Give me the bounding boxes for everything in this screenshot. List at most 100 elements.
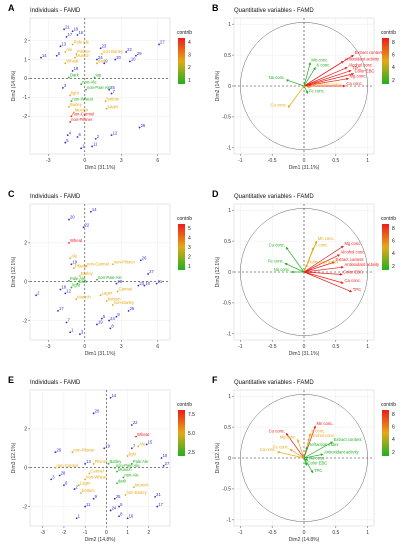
data-point: [116, 470, 118, 473]
data-point-label: 20: [70, 215, 75, 220]
data-point: [68, 76, 70, 79]
x-tick-label: 0: [83, 158, 86, 164]
data-point-label: 28: [61, 471, 66, 476]
data-point: [64, 141, 67, 144]
data-point: [68, 279, 70, 282]
panel-letter: D: [212, 189, 219, 199]
data-point: [80, 492, 82, 494]
panel-title: Individuals - FAMD: [30, 380, 81, 386]
data-point-label: 12: [113, 130, 118, 135]
x-tick-label: 6: [156, 344, 159, 350]
data-point: [125, 51, 128, 53]
data-point-label: 19: [105, 443, 110, 448]
variable-arrow: [285, 246, 305, 273]
data-point-label: 10: [145, 281, 150, 286]
data-point: [85, 88, 87, 91]
data-point-label: 21: [156, 492, 161, 497]
y-tick-label: -1: [227, 146, 232, 152]
variable-label: Antioxidant activity: [324, 449, 360, 454]
legend-label: 4: [392, 251, 395, 257]
data-point: [69, 331, 72, 334]
data-point: [110, 92, 113, 95]
y-tick-label: -2: [23, 504, 28, 510]
x-axis-label: Dim2 (14.8%): [289, 537, 320, 543]
data-point: [84, 462, 87, 465]
data-point: [92, 497, 95, 500]
data-point-label: 21: [158, 279, 163, 284]
data-point-label: 2: [37, 291, 40, 296]
data-point-label: Munich: [75, 108, 89, 113]
data-point-label: Pilsner: [77, 49, 90, 54]
data-point-label: non-Barley: [126, 490, 147, 495]
legend-label: 2: [188, 65, 191, 71]
variable-arrow: [303, 271, 344, 284]
legend-label: 4: [188, 40, 191, 46]
data-point-label: non-Pilsner: [71, 117, 93, 122]
x-tick-label: 0: [83, 344, 86, 350]
variable-arrow: [276, 450, 305, 459]
data-point: [66, 134, 69, 137]
data-point: [108, 88, 111, 91]
x-tick-label: 1: [366, 158, 369, 164]
variable-label: Mg conc.: [344, 241, 361, 246]
panel-letter: F: [212, 375, 218, 385]
data-point: [99, 47, 102, 50]
data-point-label: top: [96, 73, 102, 78]
data-point: [115, 315, 118, 318]
data-point-label: 26: [142, 256, 147, 261]
data-point-label: 14: [112, 393, 117, 398]
legend-label: 6: [392, 424, 395, 430]
data-point-label: 7: [113, 89, 116, 94]
variable-arrow: [303, 245, 344, 273]
data-point: [116, 290, 119, 293]
y-axis-label: Dim3 (12.1%): [215, 442, 221, 473]
data-point: [92, 462, 95, 465]
data-point: [103, 447, 106, 450]
y-tick-label: 0: [228, 456, 231, 462]
data-point: [76, 34, 79, 36]
variable-arrow: [303, 271, 353, 293]
data-point-label: non-Carmel: [56, 463, 78, 468]
variable-label: Fe conc.: [268, 258, 284, 263]
data-point-label: 20: [116, 55, 121, 60]
data-point: [71, 30, 74, 33]
variable-label: Extract content: [334, 437, 363, 442]
legend-label: 7.5: [188, 412, 195, 418]
data-point-label: non-Carmel: [72, 111, 94, 116]
data-point-label: 14: [42, 53, 47, 58]
x-axis-label: Dim1 (31.1%): [289, 165, 320, 171]
y-tick-label: 0.5: [224, 239, 231, 245]
variable-label: TPC: [352, 66, 360, 71]
data-point-label: Munich: [135, 482, 149, 487]
data-point-label: 25: [116, 494, 121, 499]
data-point: [82, 226, 85, 229]
data-point: [113, 497, 116, 500]
data-point: [92, 412, 95, 415]
data-point: [80, 83, 83, 86]
variable-label: Color EBC: [355, 69, 375, 74]
data-point-label: Wheat: [70, 238, 83, 243]
data-point: [104, 100, 107, 103]
variable-arrow: [285, 79, 305, 87]
data-point-label: Pale Ale: [70, 276, 86, 281]
y-tick-label: -0.5: [222, 301, 231, 307]
data-point: [64, 51, 67, 53]
data-point: [75, 52, 78, 55]
data-point: [74, 56, 76, 59]
data-point: [59, 45, 62, 48]
panel-title: Quantitative variables - FAMD: [234, 380, 314, 386]
data-point: [145, 443, 148, 446]
variable-label: Fe conc.: [309, 88, 325, 93]
y-tick-label: 0: [228, 270, 231, 276]
variable-label: Ca conc.: [344, 278, 361, 283]
data-point-label: 13: [86, 459, 91, 464]
variable-arrow: [303, 77, 350, 87]
data-point: [109, 509, 112, 512]
x-tick-label: -0.5: [268, 530, 277, 536]
data-point: [69, 94, 72, 97]
legend-colorbar: [382, 38, 389, 84]
data-point: [40, 56, 42, 59]
x-tick-label: 0: [303, 344, 306, 350]
correlation-circle: [240, 22, 368, 150]
legend-label: 3: [188, 245, 191, 251]
